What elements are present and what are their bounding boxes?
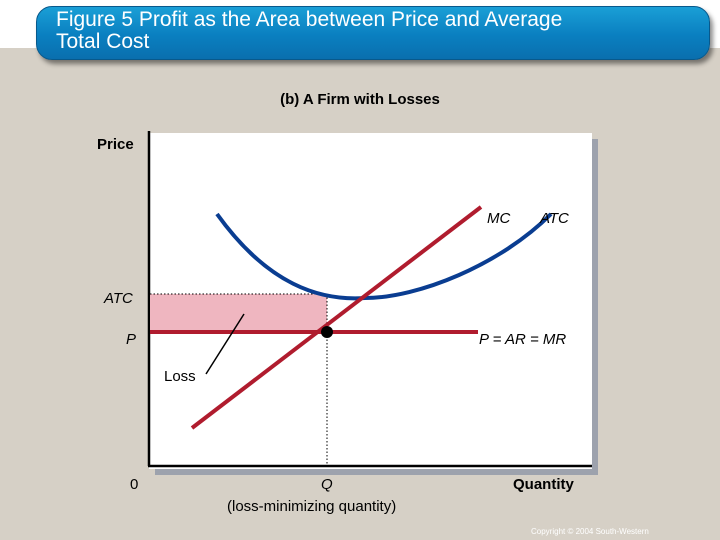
loss-label: Loss	[164, 368, 196, 385]
quantity-tick-label: Q	[321, 476, 333, 493]
atc-curve-label: ATC	[540, 210, 569, 227]
copyright-notice: Copyright © 2004 South-Western	[531, 527, 649, 536]
quantity-note: (loss-minimizing quantity)	[227, 498, 397, 515]
mc-curve	[190, 205, 483, 430]
x-axis-label: Quantity	[513, 476, 574, 493]
price-line-label: P = AR = MR	[479, 331, 567, 348]
y-axis-label: Price	[97, 136, 134, 153]
mc-curve-label: MC	[487, 210, 511, 227]
slide-title: Figure 5 Profit as the Area between Pric…	[56, 8, 563, 53]
price-tick-label: P	[126, 331, 137, 348]
title-banner	[36, 6, 710, 60]
equilibrium-point	[321, 326, 333, 338]
origin-label: 0	[130, 476, 139, 493]
loss-pointer-line	[205, 313, 245, 375]
diagram-subtitle: (b) A Firm with Losses	[280, 91, 440, 108]
atc-tick-label: ATC	[104, 290, 133, 307]
loss-area	[150, 294, 327, 332]
